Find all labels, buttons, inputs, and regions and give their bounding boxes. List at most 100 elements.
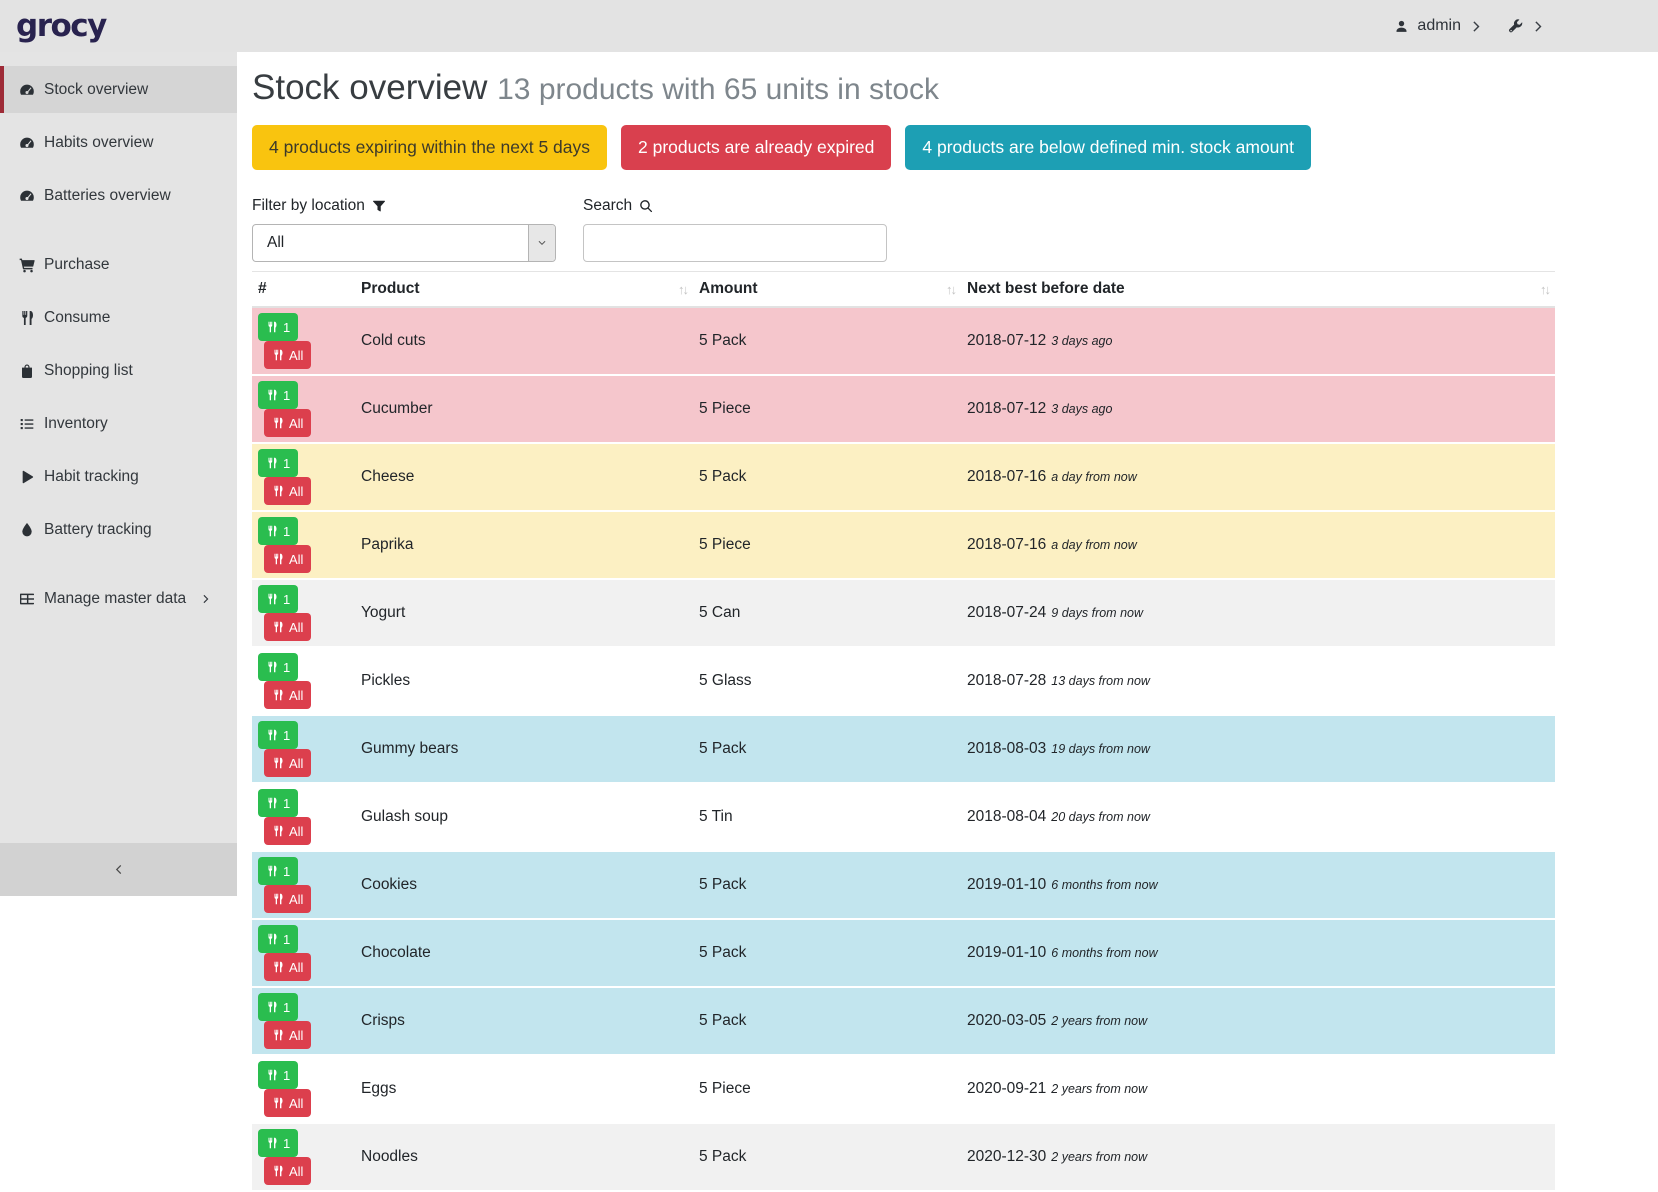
best-before-relative: 2 years from now [1051, 1150, 1148, 1164]
product-cell: Gummy bears [355, 715, 693, 784]
page-subtitle: 13 products with 65 units in stock [497, 73, 940, 106]
consume-all-button[interactable]: All [264, 477, 312, 505]
best-before-relative: 2 years from now [1051, 1082, 1148, 1096]
product-cell: Paprika [355, 511, 693, 580]
best-before-relative: 19 days from now [1051, 742, 1150, 756]
tachometer-icon [19, 135, 35, 151]
consume-buttons-cell: 1 All [252, 647, 355, 716]
consume-buttons-cell: 1 All [252, 443, 355, 512]
consume-all-button-label: All [289, 687, 304, 703]
consume-all-button-label: All [289, 619, 304, 635]
consume-all-button[interactable]: All [264, 545, 312, 573]
consume-all-button-label: All [289, 1095, 304, 1111]
status-badge-1[interactable]: 2 products are already expired [621, 125, 892, 170]
column-header-product[interactable]: Product ↑↓ [355, 271, 693, 308]
consume-all-button[interactable]: All [264, 885, 312, 913]
consume-all-button[interactable]: All [264, 1089, 312, 1117]
sidebar-item-habits-overview[interactable]: Habits overview [0, 119, 237, 166]
table-icon [19, 591, 35, 607]
best-before-date: 2020-03-05 [967, 1012, 1047, 1029]
consume-one-button[interactable]: 1 [258, 653, 299, 681]
best-before-cell: 2018-07-12 3 days ago [961, 307, 1555, 376]
consume-all-button[interactable]: All [264, 409, 312, 437]
consume-one-button[interactable]: 1 [258, 517, 299, 545]
user-name: admin [1417, 17, 1461, 34]
column-header-next-best-before-date[interactable]: Next best before date ↑↓ [961, 271, 1555, 308]
amount-cell: 5 Pack [693, 307, 961, 376]
amount-cell: 5 Tin [693, 783, 961, 852]
consume-one-button[interactable]: 1 [258, 857, 299, 885]
consume-one-button[interactable]: 1 [258, 585, 299, 613]
amount-cell: 5 Pack [693, 919, 961, 988]
consume-all-button[interactable]: All [264, 613, 312, 641]
sidebar-group: Stock overview Habits overview Batteries o… [0, 66, 237, 219]
utensils-icon [266, 1137, 278, 1149]
sidebar-item-battery-tracking[interactable]: Battery tracking [0, 506, 237, 553]
table-row: 1 All Eggs 5 Piece 2020-09-21 2 years from no… [252, 1055, 1555, 1124]
sidebar-item-purchase[interactable]: Purchase [0, 241, 237, 288]
best-before-cell: 2018-07-16 a day from now [961, 443, 1555, 512]
play-icon [19, 469, 35, 485]
sidebar-item-manage-master-data[interactable]: Manage master data [0, 575, 237, 622]
consume-one-button[interactable]: 1 [258, 381, 299, 409]
consume-one-button[interactable]: 1 [258, 1061, 299, 1089]
consume-one-button[interactable]: 1 [258, 1129, 299, 1157]
product-cell: Yogurt [355, 579, 693, 648]
sidebar-item-inventory[interactable]: Inventory [0, 400, 237, 447]
consume-all-button[interactable]: All [264, 817, 312, 845]
utensils-icon [272, 1165, 284, 1177]
search-input[interactable] [583, 224, 887, 262]
sidebar-item-label: Batteries overview [44, 186, 171, 204]
sidebar-group: Purchase Consume Shopping list Inventory Hab… [0, 241, 237, 553]
search-icon [639, 199, 653, 213]
utensils-icon [19, 310, 35, 326]
consume-all-button[interactable]: All [264, 749, 312, 777]
status-badge-0[interactable]: 4 products expiring within the next 5 da… [252, 125, 608, 170]
best-before-date: 2018-08-03 [967, 740, 1047, 757]
best-before-date: 2018-07-16 [967, 536, 1047, 553]
status-badge-2[interactable]: 4 products are below defined min. stock … [905, 125, 1311, 170]
consume-one-button[interactable]: 1 [258, 721, 299, 749]
sidebar-item-batteries-overview[interactable]: Batteries overview [0, 172, 237, 219]
user-menu[interactable]: admin [1394, 17, 1484, 35]
consume-one-button[interactable]: 1 [258, 449, 299, 477]
consume-all-button-label: All [289, 1163, 304, 1179]
best-before-date: 2018-07-16 [967, 468, 1047, 485]
sidebar-item-stock-overview[interactable]: Stock overview [0, 66, 237, 113]
utensils-icon [266, 457, 278, 469]
settings-menu[interactable] [1508, 18, 1546, 34]
consume-all-button[interactable]: All [264, 341, 312, 369]
location-select[interactable]: All [252, 224, 556, 262]
sidebar-item-label: Purchase [44, 255, 110, 273]
location-filter-label: Filter by location [252, 197, 556, 215]
best-before-date: 2018-07-12 [967, 332, 1047, 349]
table-body: 1 All Cold cuts 5 Pack 2018-07-12 3 days ago 1… [252, 307, 1555, 1192]
best-before-cell: 2018-07-28 13 days from now [961, 647, 1555, 716]
user-icon [1394, 19, 1409, 34]
consume-one-button[interactable]: 1 [258, 925, 299, 953]
grocy-logo[interactable]: grocy [16, 8, 107, 44]
consume-all-button-label: All [289, 483, 304, 499]
consume-one-button[interactable]: 1 [258, 993, 299, 1021]
sidebar-collapse-button[interactable] [0, 843, 237, 896]
sidebar-nav: Stock overview Habits overview Batteries o… [0, 52, 237, 622]
consume-one-button[interactable]: 1 [258, 789, 299, 817]
consume-all-button[interactable]: All [264, 953, 312, 981]
product-cell: Cucumber [355, 375, 693, 444]
column-header-amount[interactable]: Amount ↑↓ [693, 271, 961, 308]
consume-all-button[interactable]: All [264, 1021, 312, 1049]
consume-one-button-label: 1 [283, 591, 291, 607]
stock-table: # Product ↑↓ Amount ↑↓ Next best before date ↑… [252, 271, 1555, 1192]
consume-all-button[interactable]: All [264, 1157, 312, 1185]
consume-buttons-cell: 1 All [252, 375, 355, 444]
consume-buttons-cell: 1 All [252, 987, 355, 1056]
sidebar-item-consume[interactable]: Consume [0, 294, 237, 341]
best-before-date: 2019-01-10 [967, 876, 1047, 893]
chevron-left-icon [112, 863, 125, 876]
sidebar-item-shopping-list[interactable]: Shopping list [0, 347, 237, 394]
consume-all-button[interactable]: All [264, 681, 312, 709]
consume-one-button[interactable]: 1 [258, 313, 299, 341]
best-before-date: 2018-07-24 [967, 604, 1047, 621]
sidebar-item-habit-tracking[interactable]: Habit tracking [0, 453, 237, 500]
utensils-icon [266, 389, 278, 401]
